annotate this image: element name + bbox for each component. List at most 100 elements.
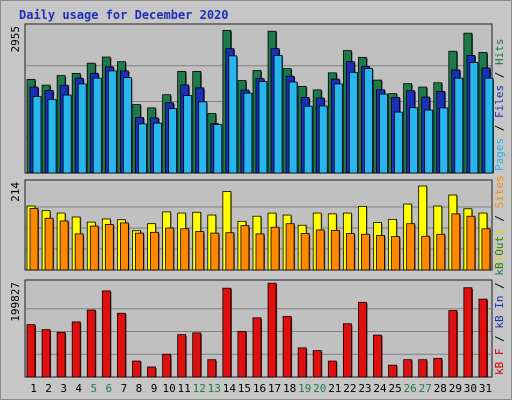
bar-kb-f <box>237 331 247 378</box>
bar-kb-f <box>71 321 81 378</box>
legend-item: Sites <box>493 175 506 208</box>
bar-kb-f <box>282 316 292 378</box>
bar-kb-f <box>433 357 443 378</box>
bar-pages <box>424 109 434 174</box>
bar-kb-f <box>297 347 307 378</box>
legend-item: Hits <box>493 39 506 66</box>
bar-sites <box>436 233 446 271</box>
bar-kb-f <box>358 301 367 378</box>
legend-item: / <box>493 276 506 296</box>
x-tick-label: 20 <box>313 382 326 395</box>
bar-pages <box>153 122 162 174</box>
legend-item: / <box>493 65 506 85</box>
y-max-label: 2955 <box>9 26 22 53</box>
bar-sites <box>135 232 144 271</box>
bar-sites <box>195 231 205 271</box>
bar-kb-f <box>252 317 262 378</box>
bar-pages <box>273 55 283 174</box>
bar-pages <box>198 101 208 174</box>
bar-sites <box>270 226 280 271</box>
x-tick-label: 23 <box>358 382 371 395</box>
bar-pages <box>183 95 193 174</box>
bar-kb-f <box>162 353 171 378</box>
chart-title: Daily usage for December 2020 <box>19 8 229 22</box>
bar-kb-f <box>478 298 488 378</box>
x-tick-label: 22 <box>343 382 356 395</box>
bar-kb-f <box>116 312 126 378</box>
panel-3: 199827 kB F / kB In / kB Out <box>9 236 506 378</box>
x-tick-label: 2 <box>45 382 52 395</box>
bar-sites <box>285 223 295 271</box>
bar-pages <box>122 77 132 174</box>
bar-sites <box>361 233 370 271</box>
bar-kb-f <box>222 287 232 378</box>
legend-item: / <box>493 118 506 138</box>
bar-pages <box>258 81 268 174</box>
bar-sites <box>466 215 476 271</box>
legend-item: Pages <box>493 138 506 171</box>
legend: Pages / Files / Hits <box>493 39 506 172</box>
x-tick-label: 27 <box>419 382 432 395</box>
x-tick-label: 9 <box>151 382 158 395</box>
bar-sites <box>44 217 54 271</box>
bar-kb-f <box>132 360 141 378</box>
bar-kb-f <box>373 334 382 378</box>
bar-pages <box>364 68 373 174</box>
legend-item: / <box>493 329 506 349</box>
x-tick-label: 28 <box>434 382 447 395</box>
x-tick-label: 16 <box>253 382 266 395</box>
bar-sites <box>315 229 325 271</box>
legend-item: Visits <box>493 228 506 268</box>
bar-kb-f <box>342 323 352 378</box>
bar-pages <box>243 92 253 174</box>
bar-kb-f <box>86 309 96 378</box>
bar-kb-f <box>101 290 111 378</box>
bar-pages <box>168 108 177 174</box>
bar-sites <box>376 235 385 271</box>
bar-pages <box>379 93 388 174</box>
x-tick-label: 14 <box>223 382 237 395</box>
bar-pages <box>394 111 403 174</box>
bar-pages <box>107 70 117 174</box>
bar-sites <box>345 233 355 271</box>
bar-sites <box>481 228 491 271</box>
legend-item: kB F <box>493 349 506 376</box>
x-tick-label: 29 <box>449 382 462 395</box>
bar-pages <box>348 71 358 174</box>
bar-sites <box>180 228 190 271</box>
bar-sites <box>150 231 159 271</box>
bar-pages <box>439 107 449 174</box>
bar-kb-f <box>448 310 458 378</box>
x-tick-label: 11 <box>178 382 191 395</box>
bar-sites <box>451 213 461 271</box>
bar-kb-f <box>207 359 217 378</box>
bar-kb-f <box>192 332 202 378</box>
x-tick-label: 1 <box>30 382 37 395</box>
bar-pages <box>228 55 238 174</box>
bar-sites <box>330 229 340 271</box>
x-tick-label: 10 <box>162 382 175 395</box>
bar-sites <box>119 222 129 271</box>
bar-sites <box>391 236 400 271</box>
x-tick-label: 4 <box>75 382 82 395</box>
bar-kb-f <box>56 331 66 378</box>
legend-item: / <box>493 208 506 228</box>
bar-kb-f <box>463 287 473 378</box>
x-tick-label: 30 <box>464 382 477 395</box>
bar-pages <box>469 62 479 174</box>
x-tick-label: 3 <box>60 382 67 395</box>
bar-sites <box>240 225 250 271</box>
bar-sites <box>300 233 310 271</box>
x-tick-label: 6 <box>106 382 113 395</box>
x-tick-label: 21 <box>328 382 341 395</box>
bar-pages <box>138 123 147 174</box>
bar-pages <box>454 77 464 174</box>
bar-sites <box>255 233 265 271</box>
x-tick-label: 18 <box>283 382 296 395</box>
x-tick-label: 25 <box>388 382 401 395</box>
bar-pages <box>77 83 87 174</box>
bar-sites <box>29 207 39 271</box>
bar-pages <box>409 107 419 174</box>
legend-item: Files <box>493 85 506 118</box>
